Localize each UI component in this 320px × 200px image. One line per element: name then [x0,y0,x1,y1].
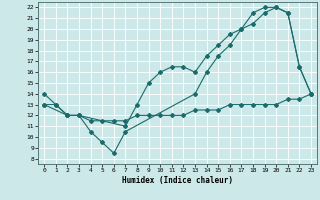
X-axis label: Humidex (Indice chaleur): Humidex (Indice chaleur) [122,176,233,185]
